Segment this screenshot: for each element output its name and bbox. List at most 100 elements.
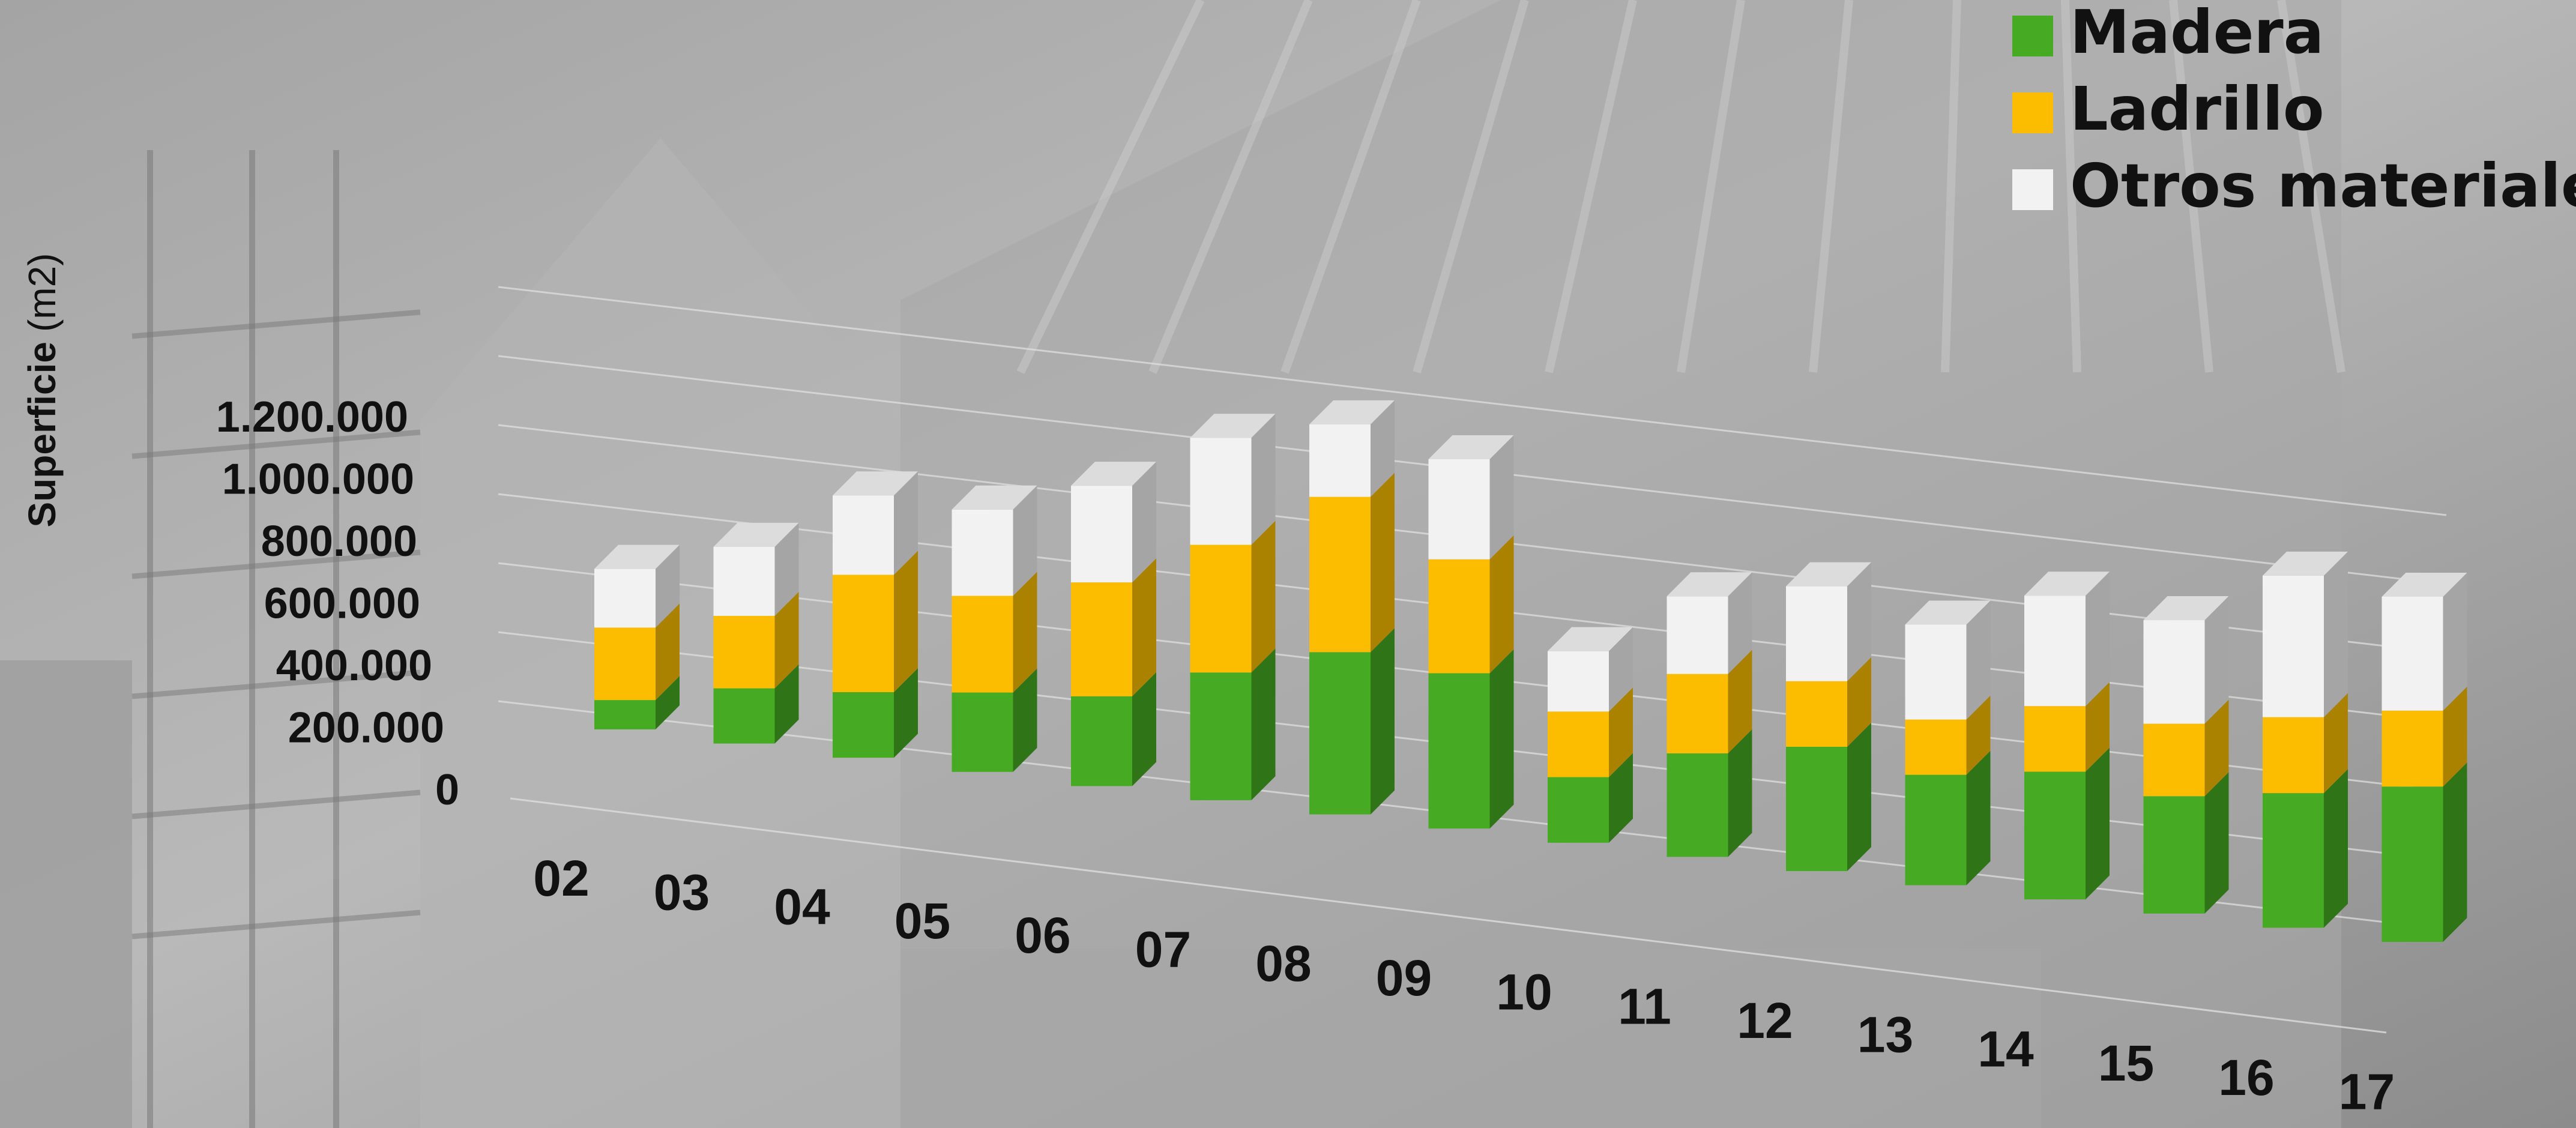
- bar-group-04: [833, 471, 918, 758]
- bar-top: [2381, 573, 2467, 597]
- legend-label: Ladrillo: [2070, 74, 2324, 144]
- roof-rafter: [1413, 0, 1529, 373]
- bar-top: [1190, 414, 1276, 438]
- bar-side: [656, 676, 680, 729]
- bar-side: [1966, 695, 1991, 775]
- bar-side: [2204, 596, 2229, 724]
- bar-segment-ladrillo: [1667, 650, 1752, 753]
- bar-front: [1548, 651, 1609, 712]
- y-tick-label: 200.000: [288, 704, 444, 752]
- ground-silhouette: [900, 949, 2041, 1128]
- bar-front: [1428, 459, 1490, 559]
- bar-side: [2204, 772, 2229, 914]
- x-tick-label: 10: [1496, 964, 1552, 1021]
- bar-segment-ladrillo: [2263, 693, 2348, 794]
- bar-segment-ladrillo: [594, 603, 680, 701]
- bar-top: [2143, 596, 2229, 621]
- bar-top: [2024, 572, 2110, 596]
- bar-front: [2381, 786, 2443, 942]
- bar-side: [1966, 750, 1991, 885]
- bar-segment-madera: [1786, 723, 1871, 871]
- bar-side: [1132, 462, 1156, 583]
- bar-front: [2381, 597, 2443, 711]
- bar-side: [1847, 657, 1871, 747]
- x-tick-label: 09: [1376, 950, 1432, 1006]
- bar-side: [1847, 723, 1871, 871]
- x-tick-label: 03: [654, 864, 710, 921]
- bar-side: [1847, 562, 1871, 681]
- bar-side: [1489, 435, 1514, 559]
- bar-side: [2443, 686, 2467, 787]
- bar-segment-madera: [594, 676, 680, 729]
- bar-front: [2024, 706, 2086, 772]
- bar-segment-otros-materiales: [2024, 572, 2110, 707]
- bar-side: [894, 550, 918, 692]
- bar-front: [1071, 582, 1132, 696]
- bar-segment-ladrillo: [1309, 472, 1395, 653]
- x-tick-label: 17: [2339, 1064, 2395, 1120]
- bar-group-08: [1309, 400, 1395, 815]
- bar-side: [1132, 672, 1156, 786]
- bar-front: [1071, 696, 1132, 786]
- y-axis-ticks: 0 200.000 400.000 600.000 800.000 1.000.000 1.…: [216, 393, 459, 814]
- bar-front: [2143, 796, 2205, 914]
- bar-front: [1428, 559, 1490, 674]
- bar-front: [1309, 424, 1371, 497]
- scaffold-beam: [131, 669, 421, 699]
- bar-side: [894, 471, 918, 575]
- y-tick-label: 1.000.000: [222, 456, 414, 504]
- roof-rafter: [2169, 0, 2213, 373]
- bars: [594, 400, 2467, 942]
- bar-side: [1609, 753, 1633, 843]
- bar-front: [1905, 774, 1967, 885]
- bar-front: [1905, 624, 1967, 720]
- bar-side: [1371, 628, 1395, 815]
- bar-front: [1190, 438, 1252, 545]
- svg-text:Superficie(m2): Superficie (m2): [20, 253, 64, 528]
- bar-side: [774, 664, 799, 744]
- bar-side: [2324, 693, 2348, 794]
- bar-front: [2024, 771, 2086, 900]
- bar-segment-ladrillo: [833, 550, 918, 692]
- roof-rafter: [2061, 0, 2081, 373]
- bar-front: [1786, 586, 1847, 681]
- bar-side: [1371, 400, 1395, 497]
- legend-item: Ladrillo: [2012, 74, 2324, 144]
- roof-rafter: [1016, 0, 1205, 375]
- x-axis-ticks: 02 03 04 05 06 07 08 09 10 11 12 13 14 15 16 17: [533, 850, 2395, 1120]
- bar-side: [1966, 600, 1991, 720]
- bar-front: [1786, 747, 1847, 871]
- bar-segment-ladrillo: [2381, 686, 2467, 787]
- x-tick-label: 16: [2218, 1049, 2274, 1106]
- x-tick-label: 08: [1255, 935, 1311, 992]
- x-tick-label: 04: [774, 878, 830, 935]
- bar-segment-ladrillo: [1786, 657, 1871, 747]
- bar-segment-otros-materiales: [2263, 551, 2348, 717]
- bar-group-15: [2143, 596, 2229, 914]
- bar-side: [2443, 573, 2467, 711]
- bar-side: [1728, 729, 1752, 857]
- y-tick-label: 400.000: [276, 642, 432, 690]
- bar-segment-madera: [2024, 747, 2110, 900]
- bar-front: [1667, 753, 1728, 857]
- bar-segment-ladrillo: [1548, 687, 1633, 777]
- bar-side: [1489, 649, 1514, 829]
- scaffold-beam: [131, 309, 421, 339]
- bar-group-05: [952, 485, 1037, 772]
- bar-side: [1609, 687, 1633, 777]
- gridline: [498, 286, 2447, 516]
- bar-front: [2263, 575, 2324, 717]
- bar-segment-otros-materiales: [952, 485, 1037, 596]
- x-tick-label: 06: [1015, 907, 1070, 964]
- bar-top: [952, 485, 1037, 510]
- bar-side: [774, 522, 799, 616]
- bar-group-02: [594, 544, 680, 729]
- bar-front: [1548, 711, 1609, 777]
- bar-group-11: [1667, 572, 1752, 857]
- bar-side: [2086, 572, 2110, 707]
- bar-side: [1013, 485, 1037, 596]
- bar-segment-madera: [1548, 753, 1633, 843]
- scaffold-beam: [131, 909, 421, 939]
